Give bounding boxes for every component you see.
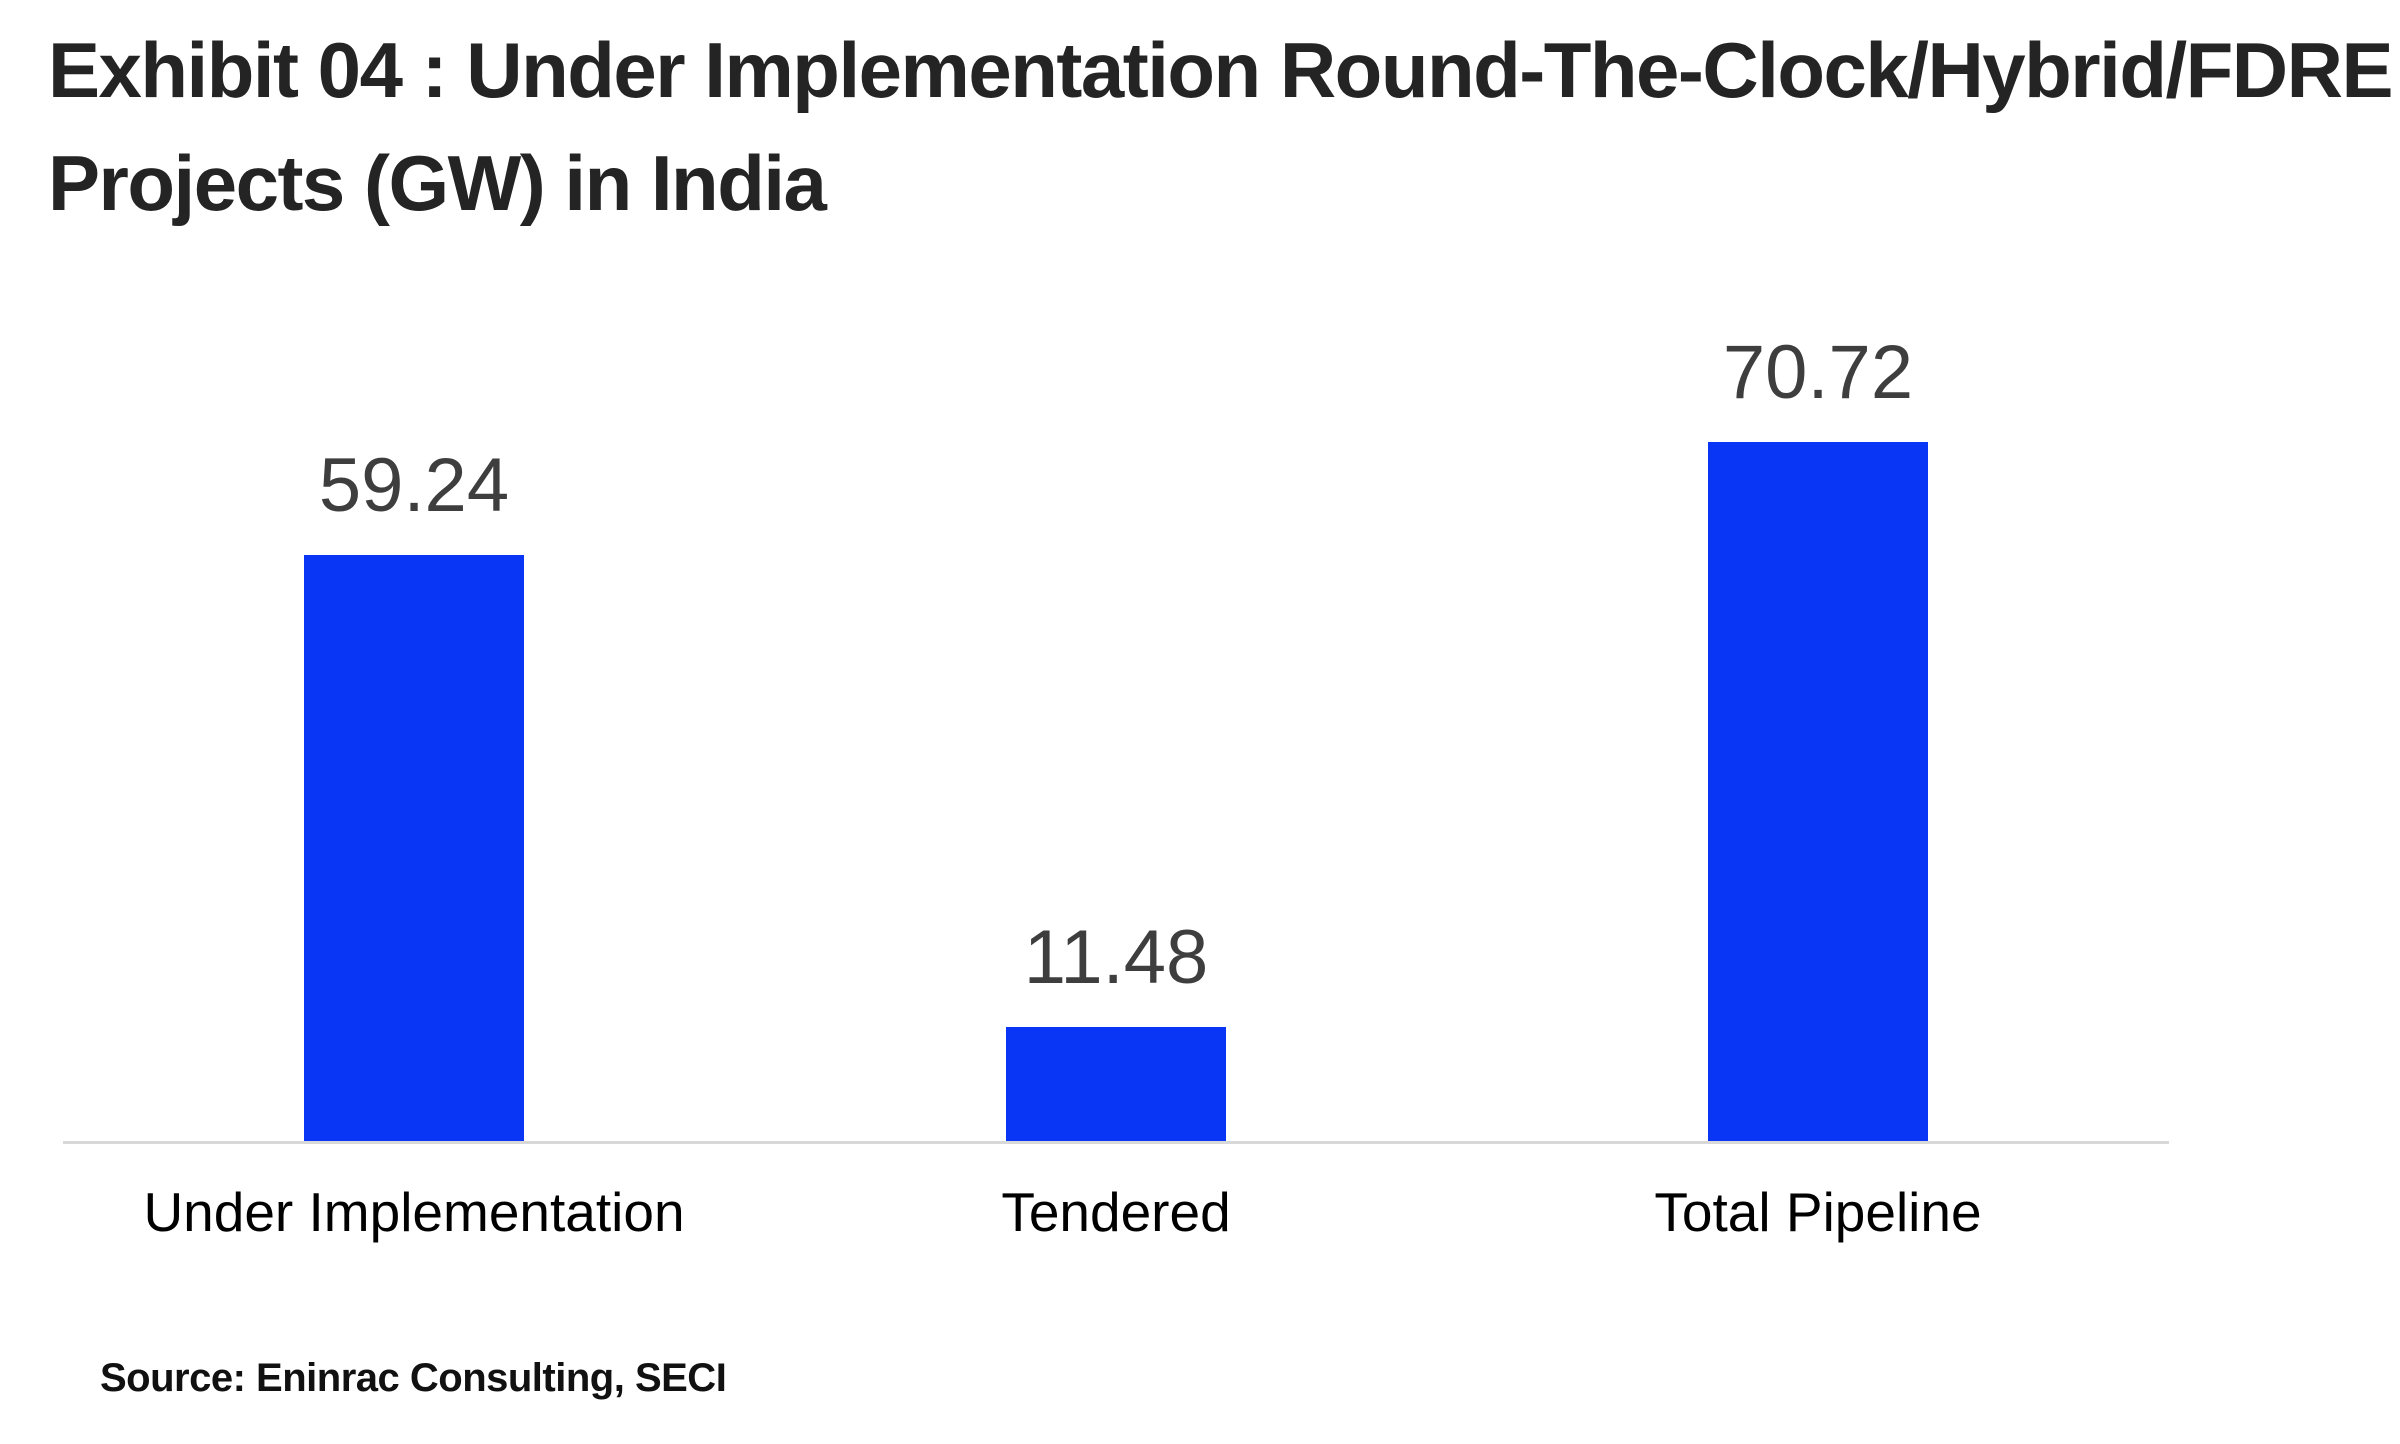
bar-under-implementation [304, 555, 524, 1141]
value-label-under-implementation: 59.24 [318, 443, 510, 528]
title-line-1: Exhibit 04 : Under Implementation Round-… [48, 26, 2393, 114]
category-label-total-pipeline: Total Pipeline [1654, 1181, 1982, 1243]
category-label-tendered: Tendered [1001, 1181, 1231, 1243]
chart-plot-area: 59.24 11.48 70.72 [63, 320, 2169, 1144]
title-line-2: Projects (GW) in India [48, 139, 827, 227]
bar-tendered [1006, 1027, 1226, 1141]
value-label-total-pipeline: 70.72 [1722, 330, 1914, 415]
value-label-tendered: 11.48 [1023, 915, 1209, 1000]
category-label-under-implementation: Under Implementation [143, 1181, 685, 1243]
source-note: Source: Eninrac Consulting, SECI [100, 1356, 727, 1400]
bar-column-under-implementation: 59.24 [63, 320, 765, 1141]
page-title: Exhibit 04 : Under Implementation Round-… [48, 14, 2393, 240]
bar-total-pipeline [1708, 442, 1928, 1141]
category-axis: Under Implementation Tendered Total Pipeli… [63, 1180, 2169, 1244]
bar-column-total-pipeline: 70.72 [1467, 320, 2169, 1141]
bar-column-tendered: 11.48 [765, 320, 1467, 1141]
